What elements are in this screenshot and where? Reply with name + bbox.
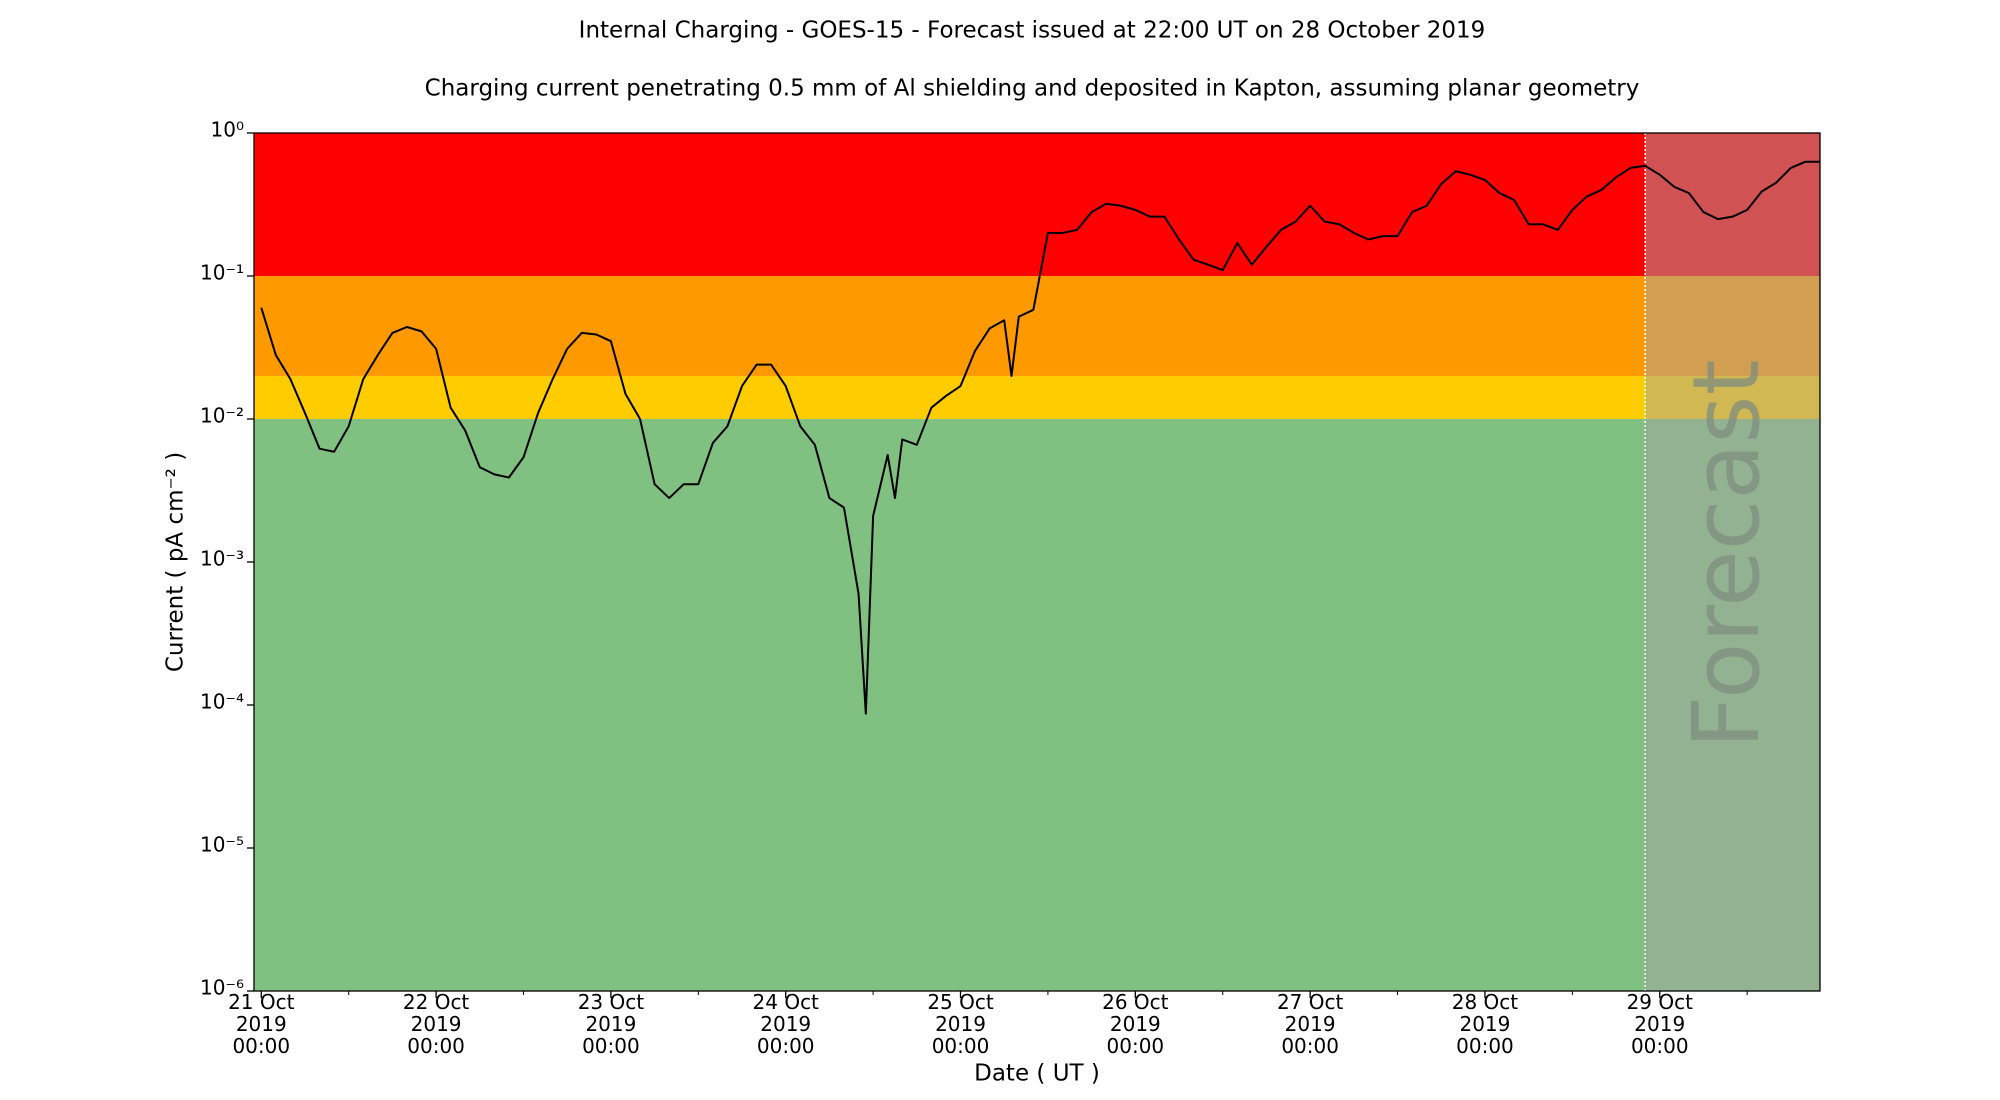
forecast-label: Forecast bbox=[1673, 359, 1780, 748]
y-tick-label: 10⁻⁵ bbox=[200, 833, 244, 857]
y-tick-label: 10⁻² bbox=[200, 404, 244, 428]
y-tick-label: 10⁰ bbox=[211, 118, 244, 142]
x-axis-label: Date ( UT ) bbox=[974, 1061, 1100, 1087]
x-tick-label: 28 Oct 2019 00:00 bbox=[1452, 990, 1519, 1058]
x-tick-label: 21 Oct 2019 00:00 bbox=[228, 990, 295, 1058]
data-line bbox=[260, 160, 1820, 715]
y-axis-label: Current ( pA cm⁻² ) bbox=[163, 452, 189, 672]
risk-band bbox=[254, 133, 1820, 276]
y-tick-label: 10⁻⁴ bbox=[200, 690, 244, 714]
y-tick-label: 10⁻⁶ bbox=[200, 976, 244, 1000]
y-tick-label: 10⁻¹ bbox=[200, 261, 244, 285]
chart-title: Internal Charging - GOES-15 - Forecast i… bbox=[579, 18, 1486, 44]
risk-band bbox=[254, 419, 1820, 991]
forecast-region bbox=[1645, 133, 1820, 991]
x-tick-label: 29 Oct 2019 00:00 bbox=[1627, 990, 1694, 1058]
y-tick-label: 10⁻³ bbox=[200, 547, 244, 571]
risk-band bbox=[254, 375, 1820, 419]
x-tick-label: 22 Oct 2019 00:00 bbox=[403, 990, 470, 1058]
chart-subtitle: Charging current penetrating 0.5 mm of A… bbox=[425, 76, 1640, 102]
x-tick-label: 27 Oct 2019 00:00 bbox=[1277, 990, 1344, 1058]
x-tick-label: 26 Oct 2019 00:00 bbox=[1102, 990, 1169, 1058]
x-tick-label: 24 Oct 2019 00:00 bbox=[753, 990, 820, 1058]
x-tick-label: 23 Oct 2019 00:00 bbox=[578, 990, 645, 1058]
x-tick-label: 25 Oct 2019 00:00 bbox=[927, 990, 994, 1058]
